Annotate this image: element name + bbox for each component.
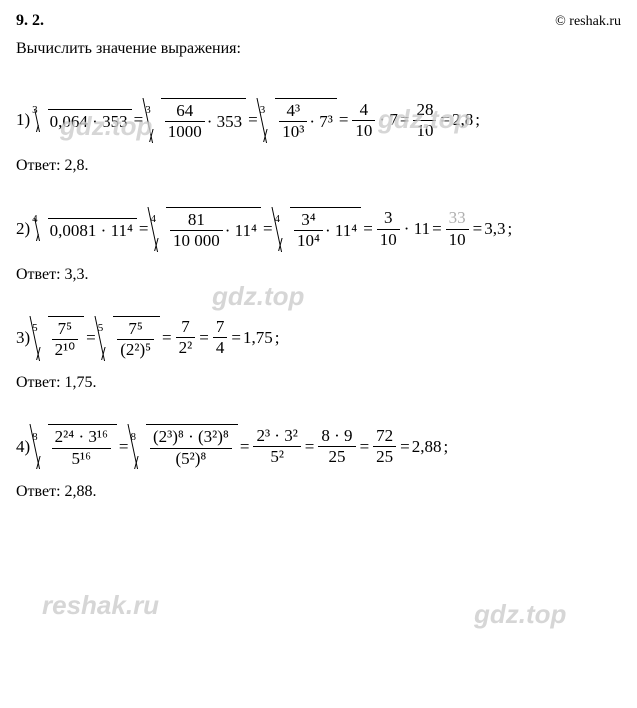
instruction-text: Вычислить значение выражения:	[16, 40, 621, 58]
solution-3-expression: 3) 57⁵2¹⁰ = 57⁵(2²)⁵ = 72² = 74 = 1,75;	[16, 316, 621, 361]
item-label: 4)	[16, 437, 30, 457]
solution-3-answer: Ответ: 1,75.	[16, 374, 621, 392]
solution-2-answer: Ответ: 3,3.	[16, 266, 621, 284]
solution-1-answer: Ответ: 2,8.	[16, 157, 621, 175]
solution-2-expression: 2) 40,0081 · 11⁴ = 48110 000 · 11⁴ = 43⁴…	[16, 207, 621, 252]
item-label: 1)	[16, 110, 30, 130]
watermark: gdz.top	[474, 599, 566, 630]
solution-1: 1) 30,064 · 353 = 3641000 · 353 = 34³10³…	[16, 98, 621, 175]
solution-4: 4) 82²⁴ · 3¹⁶5¹⁶ = 8(2³)⁸ · (3²)⁸(5²)⁸ =…	[16, 424, 621, 501]
solution-1-expression: 1) 30,064 · 353 = 3641000 · 353 = 34³10³…	[16, 98, 621, 143]
solution-4-answer: Ответ: 2,88.	[16, 483, 621, 501]
solution-2: 2) 40,0081 · 11⁴ = 48110 000 · 11⁴ = 43⁴…	[16, 207, 621, 284]
solution-4-expression: 4) 82²⁴ · 3¹⁶5¹⁶ = 8(2³)⁸ · (3²)⁸(5²)⁸ =…	[16, 424, 621, 469]
watermark: reshak.ru	[42, 590, 159, 621]
item-label: 3)	[16, 328, 30, 348]
watermark: gdz.top	[212, 281, 304, 312]
problem-number: 9. 2.	[16, 12, 44, 30]
solution-3: 3) 57⁵2¹⁰ = 57⁵(2²)⁵ = 72² = 74 = 1,75; …	[16, 316, 621, 393]
item-label: 2)	[16, 219, 30, 239]
copyright: © reshak.ru	[555, 14, 621, 30]
